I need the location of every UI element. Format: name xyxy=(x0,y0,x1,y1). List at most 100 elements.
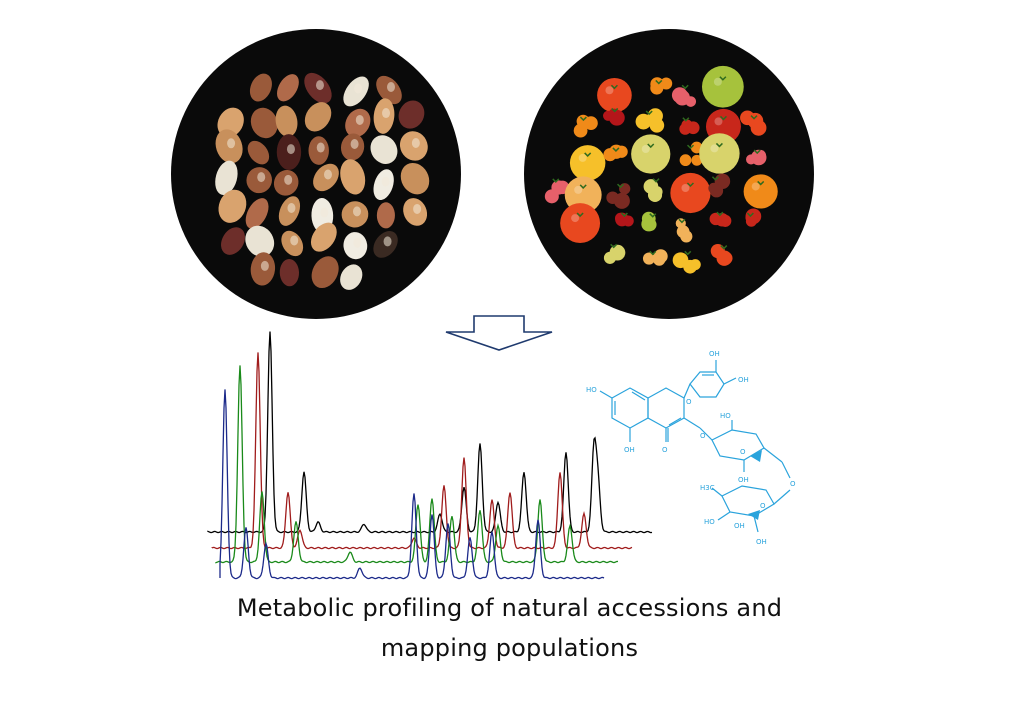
bean-speckle xyxy=(315,80,324,91)
tomato-stem xyxy=(715,142,723,148)
tomato-stem xyxy=(711,176,719,181)
bean-seed xyxy=(245,198,269,229)
bean-speckle xyxy=(355,114,364,125)
bean-speckle xyxy=(381,176,390,187)
molecule-label-oh-right: OH xyxy=(738,376,749,384)
molecule-label-rhamnose-ho: HO xyxy=(704,518,715,526)
bean-seed xyxy=(376,202,395,229)
tomato-fruit xyxy=(597,77,632,113)
tomato-stem xyxy=(757,180,765,186)
molecule-label-rhamnose-o: O xyxy=(760,502,766,510)
tomato-stem xyxy=(719,115,727,121)
bean-speckle xyxy=(386,82,395,93)
tomato-highlight xyxy=(714,117,723,126)
molecule-label-h3c: H3C xyxy=(700,484,715,492)
tomato-stem xyxy=(746,212,754,218)
molecule-label-oh-top: OH xyxy=(709,350,720,358)
bean-seed xyxy=(311,256,339,289)
chromatogram-trace-3 xyxy=(215,365,619,564)
molecule-label-ho-left: HO xyxy=(586,386,597,394)
chromatogram-traces xyxy=(207,331,653,580)
molecule-label-glucose-o: O xyxy=(740,448,746,456)
tomato-stem xyxy=(719,76,727,81)
tomato-stem xyxy=(649,250,657,256)
cherry-tomato xyxy=(635,113,652,130)
tomato-stem xyxy=(552,178,560,183)
tomato-stem xyxy=(645,110,653,116)
cherry-tomato xyxy=(745,211,759,224)
bean-speckle xyxy=(227,138,236,149)
tomato-highlight xyxy=(578,153,587,162)
tomato-fruit xyxy=(743,174,778,209)
bean-seeds xyxy=(215,72,430,290)
bean-seed xyxy=(370,135,398,164)
cherry-tomato xyxy=(686,121,700,135)
tomato-highlight xyxy=(605,86,614,95)
molecule-labels: OH OH HO OH O O O O HO OH H3C O O HO OH … xyxy=(586,350,796,546)
cherry-tomato xyxy=(613,244,624,256)
tomato-stem xyxy=(684,250,692,256)
tomato-fruit xyxy=(631,134,671,174)
bean-seed xyxy=(245,225,275,257)
tomato-highlight xyxy=(574,185,583,194)
tomato-fruit xyxy=(560,203,601,244)
bean-speckle xyxy=(411,137,420,148)
bean-seed xyxy=(250,107,278,139)
tomato-stem xyxy=(681,84,689,90)
cherry-tomato xyxy=(708,182,720,194)
bean-speckle xyxy=(316,142,325,153)
cherry-tomato xyxy=(674,90,690,106)
caption-line-1: Metabolic profiling of natural accession… xyxy=(236,594,783,622)
bean-seed xyxy=(340,264,363,290)
bean-seed xyxy=(304,102,332,132)
cherry-tomato xyxy=(691,154,703,166)
tomato-highlight xyxy=(710,144,719,153)
tomato-stem xyxy=(612,147,620,152)
tomato-stem xyxy=(576,212,584,218)
bean-speckle xyxy=(323,169,332,180)
tomato-fruits xyxy=(544,65,778,274)
down-arrow-icon xyxy=(445,315,553,351)
tomato-highlight xyxy=(713,77,722,86)
tomato-highlight xyxy=(681,183,690,192)
tomato-stem xyxy=(720,245,728,250)
cherry-tomato xyxy=(642,252,656,265)
bean-seed xyxy=(279,258,300,287)
molecule-label-linker-o: O xyxy=(790,480,796,488)
molecule-label-glucose-oh: OH xyxy=(738,476,749,484)
cherry-tomato xyxy=(680,230,693,243)
molecule-label-glycosidic-o: O xyxy=(700,432,706,440)
tomato-fruit xyxy=(670,172,711,214)
tomato-fruit xyxy=(569,145,606,181)
bean-seed xyxy=(400,162,430,195)
bean-speckle xyxy=(383,236,392,247)
bean-speckle xyxy=(413,203,422,214)
bean-speckle xyxy=(320,207,329,218)
cherry-tomato xyxy=(576,114,590,128)
tomato-stem xyxy=(584,152,592,157)
bean-speckle xyxy=(287,203,296,214)
caption-line-2: mapping populations xyxy=(380,634,639,662)
beans-panel xyxy=(171,29,461,319)
cherry-tomato xyxy=(747,112,764,129)
molecule-label-glucose-ho: HO xyxy=(720,412,731,420)
tomato-stem xyxy=(686,182,694,188)
cherry-tomato xyxy=(603,148,617,162)
tomato-stem xyxy=(655,79,663,85)
bean-seed xyxy=(340,159,366,195)
tomato-stem xyxy=(579,184,587,189)
tomato-stem xyxy=(647,143,655,149)
tomato-stem xyxy=(678,218,686,224)
cherry-tomato xyxy=(615,145,628,158)
molecule-structure xyxy=(599,360,791,533)
cherry-tomato xyxy=(683,259,697,274)
bean-seed xyxy=(221,227,245,255)
molecule-label-carbonyl-o: O xyxy=(662,446,668,454)
bean-speckle xyxy=(382,108,391,119)
cherry-tomato xyxy=(653,249,668,264)
bean-speckle xyxy=(260,260,269,271)
tomato-highlight xyxy=(641,145,650,154)
tomatoes-panel xyxy=(524,29,814,319)
tomato-stem xyxy=(686,144,695,150)
